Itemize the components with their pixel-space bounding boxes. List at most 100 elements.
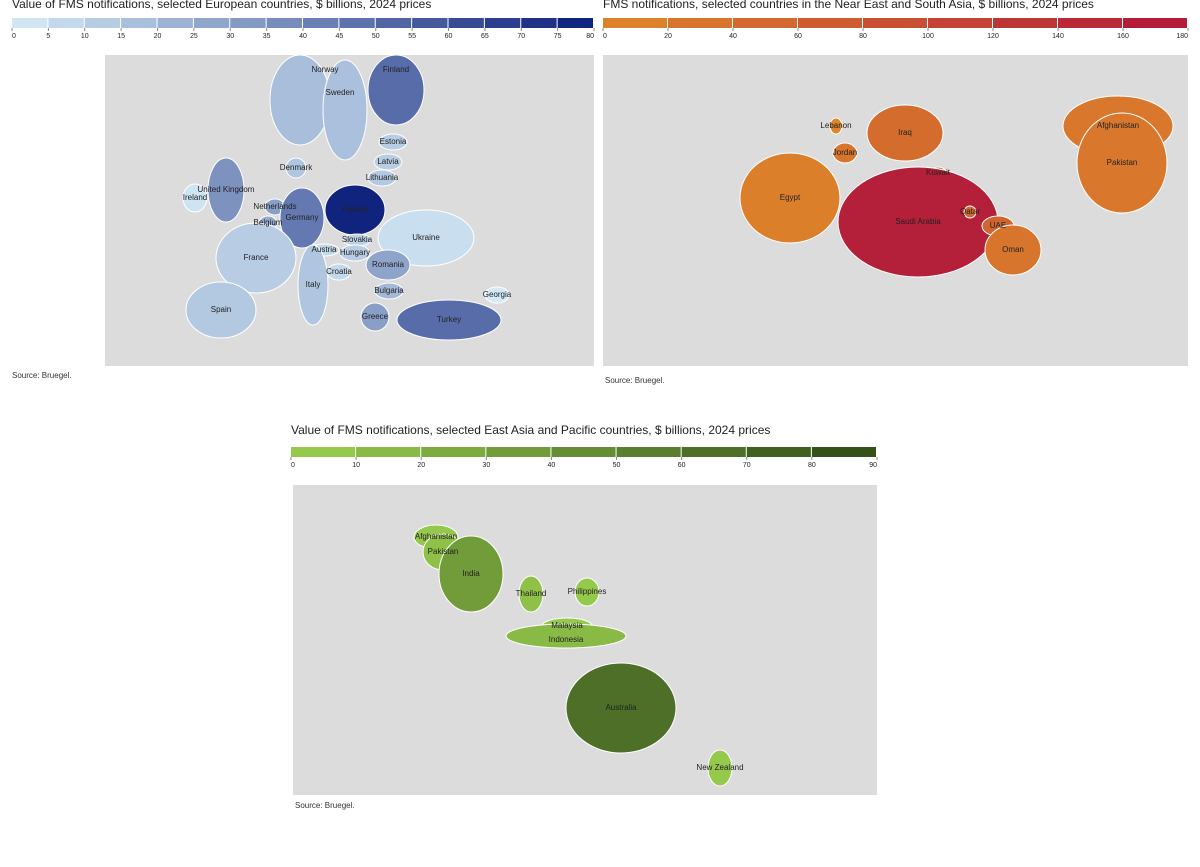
country-shape [297, 244, 329, 326]
legend-tick-label: 30 [482, 462, 490, 469]
country-label: Germany [286, 213, 319, 222]
source-note: Source: Bruegel. [12, 371, 72, 380]
country-label: France [244, 253, 269, 262]
country-label: Lebanon [820, 121, 851, 130]
legend-segment [12, 18, 48, 28]
source-note: Source: Bruegel. [605, 376, 665, 385]
legend-segment [448, 18, 484, 28]
legend-tick-label: 20 [417, 462, 425, 469]
country-label: Sweden [326, 88, 355, 97]
legend-tick-label: 10 [352, 462, 360, 469]
map-title: FMS notifications, selected countries in… [603, 0, 1094, 11]
legend-tick-label: 40 [729, 33, 737, 40]
country-label: Australia [605, 703, 637, 712]
legend-tick-label: 80 [808, 462, 816, 469]
legend-segment [339, 18, 375, 28]
legend-tick-label: 90 [869, 462, 877, 469]
legend-segment [193, 18, 230, 28]
country-label: Malaysia [551, 621, 583, 630]
legend-segment [993, 18, 1057, 28]
country-shape [739, 152, 841, 244]
legend-tick-label: 40 [299, 33, 307, 40]
legend-tick-label: 30 [226, 33, 234, 40]
source-note: Source: Bruegel. [295, 801, 355, 810]
country-label: Netherlands [253, 202, 296, 211]
legend-tick-label: 120 [987, 33, 999, 40]
country-label: Kuwait [926, 168, 951, 177]
legend-segment [733, 18, 797, 28]
country-label: United Kingdom [198, 185, 255, 194]
country-shape [984, 224, 1042, 276]
legend-tick-label: 15 [117, 33, 125, 40]
country-shape [207, 157, 245, 223]
legend-tick-label: 55 [408, 33, 416, 40]
legend-tick-label: 0 [291, 462, 295, 469]
country-shape [339, 244, 371, 262]
country-shape [963, 205, 977, 219]
legend-tick-label: 35 [263, 33, 271, 40]
legend-tick-label: 160 [1117, 33, 1129, 40]
country-shape [378, 133, 408, 151]
legend-tick-label: 60 [678, 462, 686, 469]
country-shape [484, 286, 510, 304]
legend-segment [421, 447, 486, 457]
legend-segment [928, 18, 992, 28]
country-label: Ireland [183, 193, 207, 202]
country-shape [185, 281, 257, 339]
legend-tick-label: 140 [1052, 33, 1064, 40]
country-label: Spain [211, 305, 231, 314]
legend-segment [121, 18, 157, 28]
country-label: Latvia [377, 157, 399, 166]
country-label: Austria [312, 245, 337, 254]
map-title: Value of FMS notifications, selected Eas… [291, 423, 770, 437]
country-label: Iraq [898, 128, 912, 137]
country-label: Greece [362, 312, 389, 321]
country-label: Lithuania [366, 173, 399, 182]
country-shape [365, 249, 411, 281]
legend-segment [291, 447, 356, 457]
country-label: Finland [383, 65, 409, 74]
legend-segment [303, 18, 339, 28]
country-shape [285, 157, 307, 179]
legend-segment [863, 18, 927, 28]
country-shape [279, 187, 325, 249]
legend-tick-label: 45 [335, 33, 343, 40]
country-shape [367, 169, 397, 187]
legend-segment [157, 18, 193, 28]
country-shape [374, 282, 404, 300]
legend-tick-label: 10 [81, 33, 89, 40]
country-shape [373, 153, 403, 171]
country-label: Saudi Arabia [895, 217, 941, 226]
country-shape [866, 104, 944, 162]
legend-tick-label: 60 [445, 33, 453, 40]
legend-tick-label: 70 [743, 462, 751, 469]
country-shape [396, 299, 502, 341]
legend-segment [551, 447, 616, 457]
legend-tick-label: 25 [190, 33, 198, 40]
country-label: Jordan [833, 148, 857, 157]
country-shape [832, 142, 858, 164]
legend-tick-label: 40 [548, 462, 556, 469]
country-label: Egypt [780, 193, 801, 202]
country-label: Georgia [483, 290, 512, 299]
country-shape [367, 54, 425, 126]
legend-segment [412, 18, 448, 28]
country-label: Thailand [516, 589, 547, 598]
country-shape [322, 59, 368, 161]
legend-tick-label: 70 [517, 33, 525, 40]
country-label: Hungary [340, 248, 370, 257]
country-shape [829, 117, 843, 135]
country-label: Pakistan [428, 547, 459, 556]
legend-tick-label: 65 [481, 33, 489, 40]
country-label: Norway [311, 65, 338, 74]
country-label: Romania [372, 260, 405, 269]
legend-tick-label: 60 [794, 33, 802, 40]
legend-tick-label: 50 [613, 462, 621, 469]
legend-tick-label: 20 [154, 33, 162, 40]
legend-segment [603, 18, 667, 28]
legend-tick-label: 180 [1176, 33, 1188, 40]
country-shape [505, 623, 627, 649]
legend-segment [616, 447, 681, 457]
country-label: Belgium [254, 218, 283, 227]
